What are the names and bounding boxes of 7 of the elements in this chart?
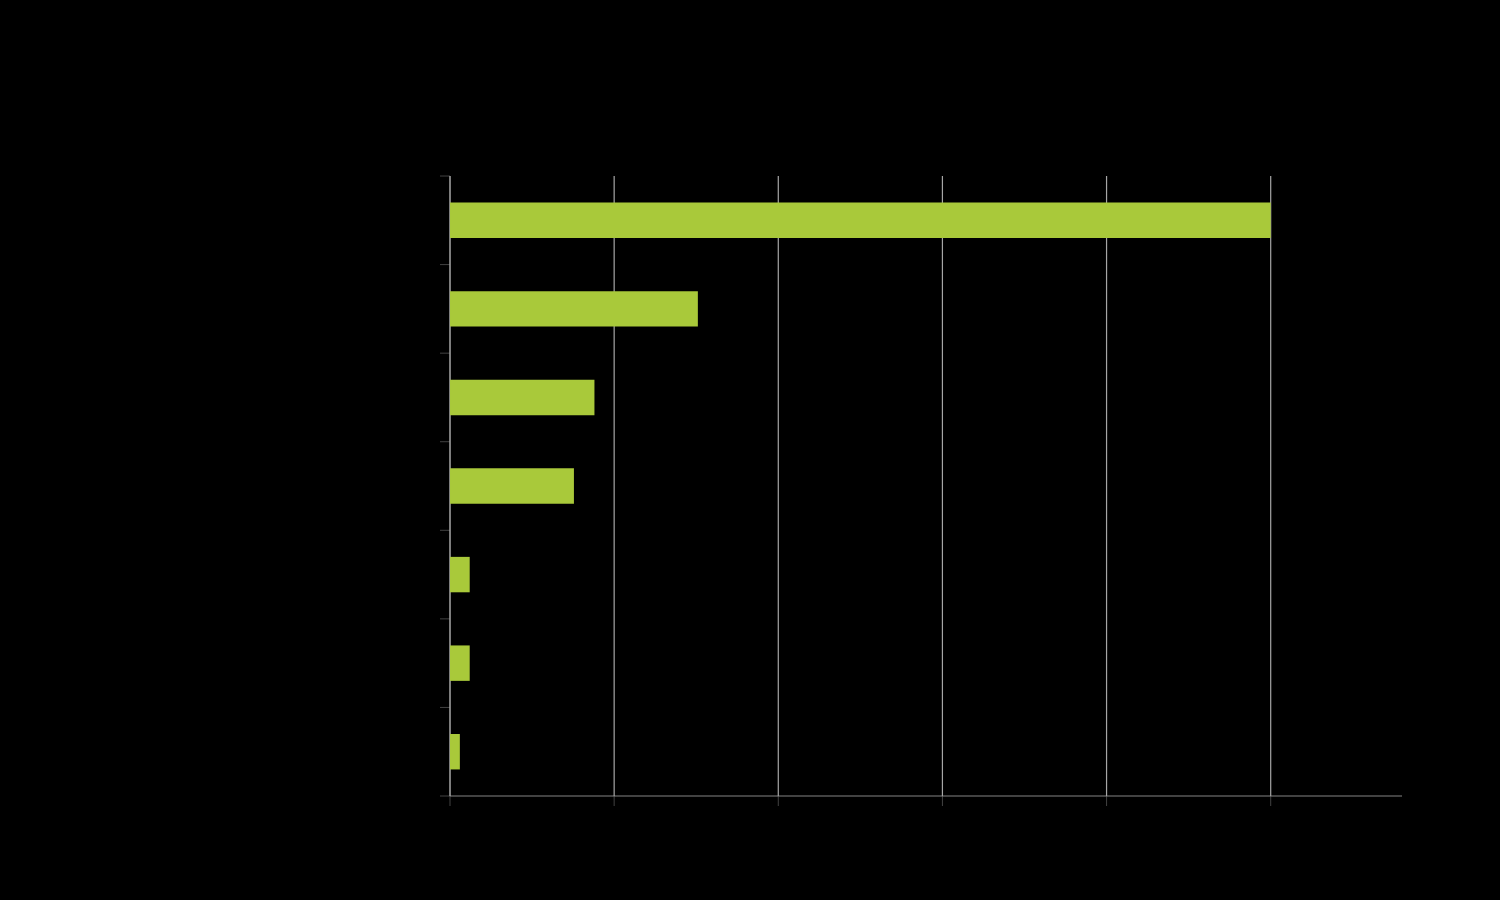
bar — [450, 379, 595, 416]
bar — [450, 291, 698, 327]
bar — [450, 645, 470, 681]
bar — [450, 202, 1271, 239]
bar — [450, 734, 460, 770]
bar — [450, 468, 574, 504]
bar — [450, 556, 470, 593]
